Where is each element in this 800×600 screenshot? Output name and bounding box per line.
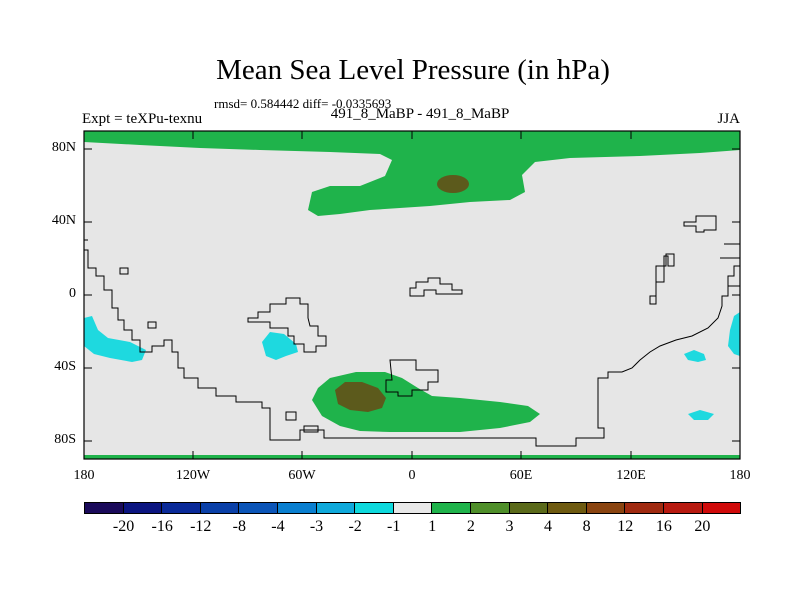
colorbar-box xyxy=(238,502,278,514)
coastline-americas xyxy=(84,249,740,447)
colorbar-box xyxy=(508,502,549,514)
negative-anomaly-southern-indian xyxy=(688,410,714,420)
coastline-africa xyxy=(409,277,463,297)
coastline-southern-block xyxy=(385,359,439,397)
lon-label-180-right: 180 xyxy=(729,468,751,483)
lon-label-0: 0 xyxy=(408,468,416,483)
coastline-pacific-island-2 xyxy=(147,321,157,329)
lat-label-80s: 80S xyxy=(54,432,76,447)
colorbar-label: -3 xyxy=(309,518,324,535)
colorbar-box xyxy=(122,502,163,514)
colorbar-box xyxy=(701,502,742,514)
lat-label-40s: 40S xyxy=(54,359,76,374)
colorbar-box xyxy=(662,502,703,514)
negative-anomaly-east-pacific xyxy=(84,316,146,362)
coastline-east-asia xyxy=(649,253,675,305)
stats-label: rmsd= 0.584442 diff= -0.0335693 xyxy=(214,96,392,111)
chart-title: Mean Sea Level Pressure (in hPa) xyxy=(216,54,610,86)
coastline-greenland xyxy=(683,215,717,233)
negative-anomaly-east-edge xyxy=(728,312,740,356)
colorbar-label: 8 xyxy=(582,518,591,535)
colorbar-box xyxy=(624,502,664,514)
colorbar-box xyxy=(585,502,626,514)
negative-anomaly-indian-ocean xyxy=(684,350,706,362)
colorbar-box xyxy=(392,502,433,514)
negative-anomaly-south-america xyxy=(262,332,298,360)
lon-label-180-left: 180 xyxy=(73,468,95,483)
colorbar-label: -8 xyxy=(232,518,246,535)
colorbar-box xyxy=(315,502,356,514)
positive-anomaly-arctic xyxy=(84,131,740,216)
coastlines xyxy=(84,215,740,447)
experiment-label: Expt = teXPu-texnu xyxy=(82,111,203,127)
colorbar xyxy=(84,502,742,514)
colorbar-label: 12 xyxy=(617,518,634,535)
colorbar-box xyxy=(84,502,124,514)
colorbar-label: -12 xyxy=(190,518,212,535)
colorbar-label: -16 xyxy=(151,518,173,535)
lon-label-60w: 60W xyxy=(288,468,316,483)
colorbar-label: -1 xyxy=(387,518,401,535)
colorbar-label: 3 xyxy=(505,518,514,535)
colorbar-box xyxy=(547,502,587,514)
lon-label-60e: 60E xyxy=(509,468,533,483)
run-comparison-label: 491_8_MaBP - 491_8_MaBP xyxy=(330,106,510,122)
colorbar-box xyxy=(469,502,510,514)
colorbar-box xyxy=(276,502,317,514)
lat-label-40n: 40N xyxy=(51,213,76,228)
colorbar-box xyxy=(354,502,394,514)
colorbar-label: 2 xyxy=(466,518,475,535)
positive-anomaly-southern-core xyxy=(335,382,386,412)
colorbar-label: -4 xyxy=(271,518,285,535)
season-label: JJA xyxy=(717,111,740,127)
colorbar-label: 1 xyxy=(428,518,437,535)
positive-anomaly-arctic-core xyxy=(437,175,469,193)
colorbar-box xyxy=(431,502,471,514)
lon-label-120e: 120E xyxy=(616,468,646,483)
lon-tick-marks xyxy=(192,131,632,459)
colorbar-box xyxy=(161,502,201,514)
lat-label-0: 0 xyxy=(69,286,76,301)
lon-label-120w: 120W xyxy=(175,468,211,483)
lat-tick-marks xyxy=(84,148,740,442)
colorbar-label: -2 xyxy=(348,518,362,535)
coastline-south-america xyxy=(247,297,327,353)
coastline-pacific-island xyxy=(119,267,129,275)
coastline-east-edge xyxy=(720,243,740,287)
colorbar-label: -20 xyxy=(112,518,135,535)
coastline-southern-islands xyxy=(285,411,319,433)
lat-label-80n: 80N xyxy=(51,140,76,155)
colorbar-label: 20 xyxy=(694,518,711,535)
colorbar-label: 4 xyxy=(544,518,553,535)
colorbar-label: 16 xyxy=(655,518,672,535)
colorbar-box xyxy=(199,502,240,514)
